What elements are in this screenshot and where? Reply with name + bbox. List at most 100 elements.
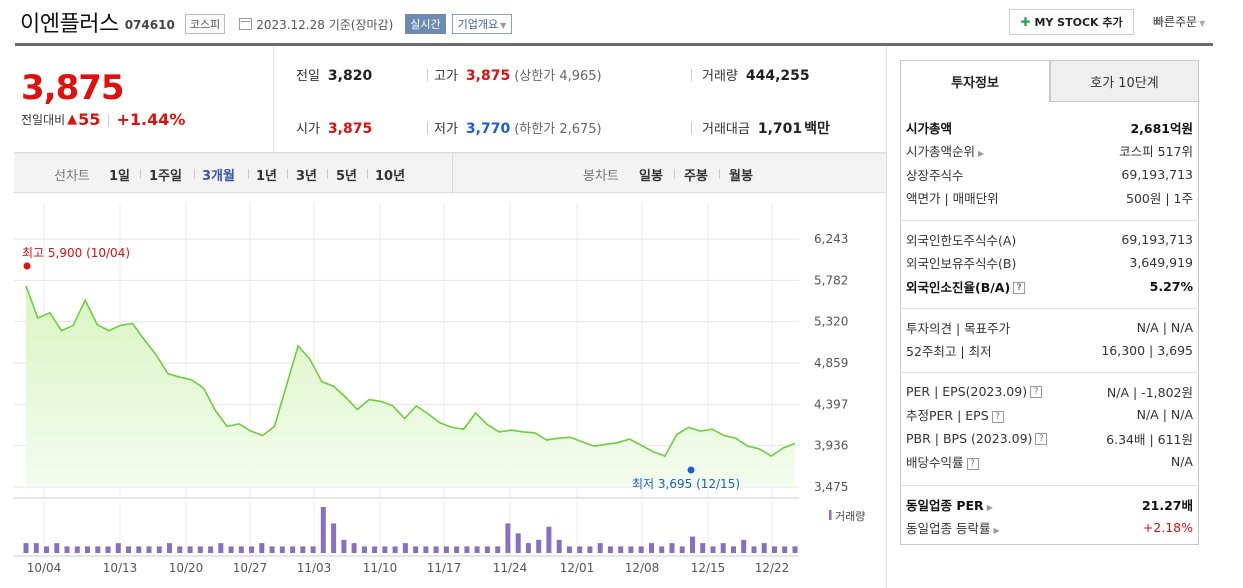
caret-down-icon: ▼ <box>500 21 507 30</box>
x-tick-label: 12/15 <box>691 561 726 575</box>
info-key-text: PER | EPS(2023.09) <box>906 383 1028 399</box>
volume-bar <box>341 539 347 553</box>
period-5y[interactable]: 5년 <box>336 169 358 184</box>
info-value: 16,300 | 3,695 <box>1101 343 1193 359</box>
candle-chart-label[interactable]: 봉차트 <box>583 169 619 184</box>
info-row[interactable]: 동일업종 PER ▶ 21.27배 <box>906 493 1193 515</box>
chevron-right-icon: ▶ <box>978 149 985 159</box>
period-3y[interactable]: 3년 <box>296 169 318 184</box>
volume-bar <box>443 546 449 553</box>
x-tick-label: 12/22 <box>755 561 790 575</box>
volume-bar <box>320 507 326 553</box>
volume-bar <box>331 523 337 553</box>
x-tick-label: 11/10 <box>363 561 398 575</box>
prev-close: 전일 3,820 <box>296 65 372 84</box>
stock-code: 074610 <box>124 18 175 32</box>
help-icon[interactable]: ? <box>1030 386 1043 398</box>
line-chart-label[interactable]: 선차트 <box>54 169 90 184</box>
info-value: N/A <box>1170 454 1193 470</box>
y-tick-label: 6,243 <box>814 232 848 246</box>
info-key: 액면가 | 매매단위 <box>906 188 999 207</box>
change-label: 전일대비 <box>21 113 66 127</box>
info-key-text: 액면가 | 매매단위 <box>906 191 999 207</box>
info-row: 시가총액 2,681억원 <box>906 116 1193 138</box>
period-10y[interactable]: 10년 <box>375 169 406 184</box>
help-icon[interactable]: ? <box>1013 282 1026 295</box>
volume-bar <box>679 546 685 553</box>
volume-bar <box>556 539 562 553</box>
volume-bar <box>772 546 777 553</box>
volume-bar <box>577 546 583 553</box>
low-price: 저가 3,770 (하한가 2,675) <box>434 118 602 137</box>
info-key: 외국인보유주식수(B) <box>906 253 1016 272</box>
tab-investment-info[interactable]: 투자정보 <box>900 60 1050 102</box>
help-icon[interactable]: ? <box>991 410 1004 423</box>
volume-bar <box>269 546 275 553</box>
quick-order-button[interactable]: 빠른주문 ▼ <box>1153 13 1205 30</box>
volume-bar <box>95 546 101 553</box>
help-icon[interactable]: ? <box>966 457 979 470</box>
volume-bar <box>433 546 439 553</box>
candle-weekly[interactable]: 주봉 <box>684 169 708 184</box>
period-1y[interactable]: 1년 <box>256 169 278 184</box>
volume-bar <box>505 523 511 553</box>
info-value: 6.34배 | 611원 <box>1106 431 1193 447</box>
plus-icon: ✚ <box>1020 15 1031 29</box>
volume-bar <box>413 546 419 553</box>
volume-bar <box>690 536 695 553</box>
chevron-right-icon: ▶ <box>993 526 1000 536</box>
volume-bar <box>495 546 501 553</box>
x-tick-label: 10/27 <box>233 561 268 575</box>
volume-bar <box>238 546 244 553</box>
period-3m[interactable]: 3개월 <box>202 169 235 184</box>
y-tick-label: 3,475 <box>814 480 848 494</box>
price-chart[interactable]: 6,243 5,782 5,320 4,859 4,397 3,936 3,475 10/04… <box>14 193 886 588</box>
x-tick-label: 12/08 <box>625 561 660 575</box>
volume-bar <box>638 546 644 553</box>
separator <box>140 169 141 179</box>
info-value: 69,193,713 <box>1121 231 1193 247</box>
low-annotation: 최저 3,695 (12/15) <box>632 477 740 491</box>
period-1d[interactable]: 1일 <box>109 169 131 184</box>
volume-bar <box>228 546 234 553</box>
info-key-text: 시가총액순위 <box>906 144 976 160</box>
info-key: 시가총액 <box>906 118 952 137</box>
volume-bar <box>146 546 152 553</box>
up-arrow-icon: ▲ <box>67 112 78 127</box>
info-row: 액면가 | 매매단위 500원 | 1주 <box>906 187 1193 209</box>
add-my-stock-button[interactable]: ✚ MY STOCK 추가 <box>1009 9 1134 35</box>
panel-border <box>900 102 901 545</box>
open-price: 시가 3,875 <box>296 118 372 137</box>
info-key-text: 추정PER | EPS <box>906 408 989 424</box>
period-1w[interactable]: 1주일 <box>149 169 182 184</box>
volume-bar <box>731 546 736 553</box>
lower-limit-label: (하한가 <box>514 122 556 137</box>
help-icon[interactable]: ? <box>1035 433 1048 446</box>
info-row: 추정PER | EPS? N/A | N/A <box>906 404 1193 426</box>
x-tick-label: 11/24 <box>493 561 528 575</box>
volume-bar <box>54 543 60 553</box>
y-tick-label: 3,936 <box>814 439 848 453</box>
price-area <box>26 285 795 487</box>
info-row[interactable]: 시가총액순위 ▶ 코스피 517위 <box>906 140 1193 162</box>
company-overview-button[interactable]: 기업개요 ▼ <box>451 14 513 34</box>
volume-bar <box>156 546 162 553</box>
realtime-button[interactable]: 실시간 <box>405 14 446 34</box>
candle-monthly[interactable]: 월봉 <box>729 169 753 184</box>
volume-bar <box>33 543 39 553</box>
volume-bar <box>423 546 429 553</box>
prev-close-label: 전일 <box>296 69 320 84</box>
info-key: 동일업종 등락률 ▶ <box>906 518 1000 537</box>
tab-orderbook[interactable]: 호가 10단계 <box>1050 60 1199 102</box>
info-row[interactable]: 동일업종 등락률 ▶ +2.18% <box>906 517 1193 539</box>
chart-controls: 선차트 1일 1주일 3개월 1년 3년 5년 10년 봉차트 일봉 주봉 월봉 <box>14 153 886 194</box>
info-key: 배당수익률? <box>906 452 979 471</box>
info-row: 배당수익률? N/A <box>906 451 1193 473</box>
volume-bar <box>464 546 470 553</box>
info-value: 69,193,713 <box>1121 166 1193 182</box>
volume-legend-swatch <box>829 510 832 520</box>
divider <box>452 154 453 194</box>
x-tick-label: 10/13 <box>103 561 138 575</box>
calendar-icon <box>239 18 253 30</box>
candle-daily[interactable]: 일봉 <box>639 169 663 184</box>
